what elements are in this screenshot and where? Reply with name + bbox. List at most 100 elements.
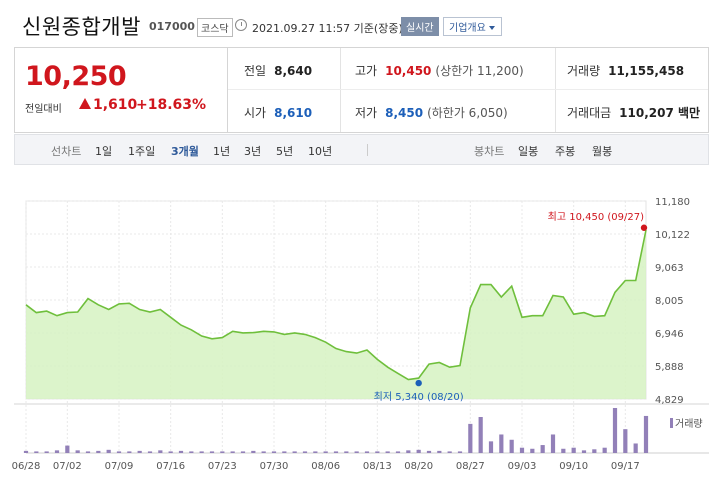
- volume-bar: [178, 450, 184, 453]
- volume-bar: [168, 451, 173, 453]
- trade-amount: 거래대금 110,207 백만: [567, 104, 700, 121]
- quote-panel: 10,250 전일대비 1,610 +18.63% 전일 8,640 고가 10,4…: [14, 47, 709, 133]
- volume-bar: [344, 451, 349, 453]
- volume-bar: [209, 451, 215, 453]
- period-bar: 선차트 1일 1주일 3개월 1년 3년 5년 10년 봉차트 일봉 주봉 월봉: [14, 134, 709, 165]
- tab-weekly[interactable]: 주봉: [555, 145, 576, 158]
- volume-bar: [375, 451, 380, 453]
- prev-label: 전일: [244, 64, 267, 78]
- volume-bar: [602, 447, 607, 453]
- volume-bar: [437, 450, 442, 453]
- volume-bar: [158, 450, 163, 453]
- y-tick-label: 5,888: [655, 362, 684, 373]
- volume-bar: [323, 451, 328, 453]
- max-marker: [640, 224, 648, 231]
- diff-percent: +18.63%: [136, 97, 207, 113]
- candle-chart-label: 봉차트: [474, 145, 505, 158]
- volume-bar: [633, 443, 638, 453]
- volume-bar: [540, 445, 545, 453]
- company-name: 신원종합개발: [22, 15, 141, 39]
- y-tick-label: 8,005: [655, 296, 684, 307]
- volume-bar: [271, 451, 277, 453]
- high-value: 10,450: [385, 64, 432, 78]
- realtime-button[interactable]: 실시간: [401, 17, 439, 36]
- tab-monthly[interactable]: 월봉: [592, 145, 613, 158]
- volume-bar: [220, 451, 225, 453]
- upper-limit: (상한가 11,200): [435, 64, 524, 78]
- min-marker: [415, 379, 422, 387]
- volume-bar: [561, 448, 566, 453]
- tab-3y[interactable]: 3년: [244, 145, 262, 158]
- volume-bar: [75, 450, 80, 453]
- price-line: [25, 229, 647, 381]
- line-chart-label: 선차트: [51, 145, 82, 158]
- high-label: 고가: [355, 64, 378, 78]
- volume-bar: [623, 429, 628, 453]
- tab-5y[interactable]: 5년: [276, 145, 294, 158]
- y-tick-label: 4,829: [655, 395, 684, 406]
- x-tick-label: 08/13: [363, 461, 392, 472]
- x-tick-label: 07/23: [208, 461, 237, 472]
- max-annotation: 최고 10,450 (09/27): [548, 211, 644, 223]
- low-value: 8,450: [385, 106, 424, 120]
- company-info-label: 기업개요: [449, 23, 486, 34]
- tab-daily[interactable]: 일봉: [518, 145, 539, 158]
- divider: [228, 89, 708, 90]
- volume-bar: [85, 451, 91, 453]
- y-tick-label: 6,946: [655, 329, 684, 340]
- volume-bar: [302, 451, 308, 453]
- volume-bar: [426, 450, 432, 453]
- open-value: 8,610: [274, 106, 313, 120]
- volume-bar: [612, 408, 618, 453]
- volume-bar: [509, 439, 514, 453]
- tab-1w[interactable]: 1주일: [128, 145, 156, 158]
- volume-bar: [499, 434, 504, 453]
- chevron-down-icon: [488, 26, 495, 30]
- quote-datetime: 2021.09.27 11:57 기준(장중): [252, 22, 403, 35]
- volume-bar: [395, 451, 401, 453]
- volume-bar: [240, 451, 246, 453]
- volume-bar: [519, 447, 525, 453]
- volume-bar: [488, 441, 494, 453]
- volume-bar: [54, 450, 60, 453]
- x-tick-label: 07/30: [260, 461, 289, 472]
- high-price: 고가 10,450 (상한가 11,200): [355, 62, 524, 79]
- volume-bar: [292, 451, 297, 453]
- volume-bar: [530, 448, 535, 453]
- volume-bar: [478, 417, 483, 453]
- volume-bar: [261, 451, 266, 453]
- x-tick-label: 08/27: [456, 461, 485, 472]
- tab-1d[interactable]: 1일: [95, 145, 113, 158]
- lower-limit: (하한가 6,050): [427, 106, 508, 120]
- current-price: 10,250: [25, 61, 127, 92]
- volume-label: 거래량: [567, 64, 601, 78]
- volume-bar: [65, 445, 70, 453]
- company-info-dropdown[interactable]: 기업개요: [443, 17, 502, 36]
- tab-10y[interactable]: 10년: [308, 145, 333, 158]
- volume-bar: [406, 450, 411, 453]
- volume-bar: [643, 415, 649, 453]
- x-tick-label: 08/06: [311, 461, 340, 472]
- title-bar: 신원종합개발 017000 코스닥 2021.09.27 11:57 기준(장중…: [0, 0, 709, 44]
- volume-bar: [137, 450, 142, 453]
- y-tick-label: 10,122: [655, 230, 690, 241]
- tab-3m[interactable]: 3개월: [171, 145, 199, 158]
- y-tick-label: 9,063: [655, 263, 684, 274]
- volume-bar: [44, 451, 49, 453]
- amount-value: 110,207 백만: [619, 106, 701, 120]
- volume-bar: [127, 451, 132, 453]
- volume-legend-label: 거래량: [675, 418, 703, 430]
- tab-1y[interactable]: 1년: [213, 145, 231, 158]
- open-label: 시가: [244, 106, 267, 120]
- volume: 거래량 11,155,458: [567, 62, 684, 79]
- x-tick-label: 07/02: [53, 461, 82, 472]
- price-chart: 11,180 10,122 9,063 8,005 6,946 5,888 4,829 06/…: [0, 166, 709, 486]
- min-annotation: 최저 5,340 (08/20): [374, 391, 464, 403]
- volume-bar: [230, 451, 235, 453]
- volume-legend-swatch: [670, 418, 673, 428]
- volume-bar: [571, 447, 576, 453]
- divider: [555, 48, 556, 132]
- open-price: 시가 8,610: [244, 104, 312, 121]
- x-tick-label: 09/03: [508, 461, 537, 472]
- volume-bar: [199, 451, 204, 453]
